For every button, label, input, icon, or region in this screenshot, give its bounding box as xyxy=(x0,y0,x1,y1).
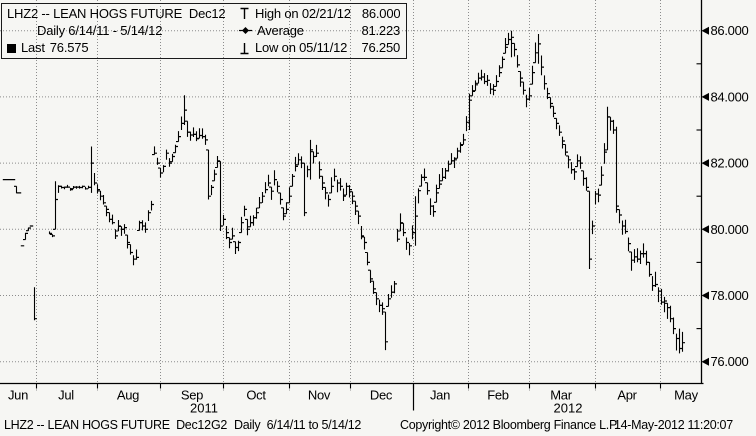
y-tick-arrow-icon xyxy=(701,291,709,300)
high-marker-icon xyxy=(239,7,250,20)
legend-subtitle-cell: Daily 6/14/11 - 5/14/12 xyxy=(7,22,239,39)
y-axis-labels: 86.000 84.000 82.000 80.000 78.000 76.000 xyxy=(701,23,749,369)
x-axis-year-label: 2011 xyxy=(190,401,218,416)
x-axis-year-label: 2012 xyxy=(554,401,583,416)
statusbar-instrument: LHZ2 -- LEAN HOGS FUTURE Dec12 xyxy=(4,418,211,432)
x-axis-month-label: Jun xyxy=(8,388,28,403)
axes xyxy=(0,0,704,389)
status-bar: LHZ2 -- LEAN HOGS FUTURE Dec12 G2 Daily … xyxy=(0,415,756,436)
bar-close-ticks xyxy=(2,36,685,350)
price-bars xyxy=(2,30,685,354)
statusbar-timestamp: 14-May-2012 11:20:07 xyxy=(614,418,733,432)
instrument-title: LHZ2 -- LEAN HOGS FUTURE Dec12 xyxy=(7,5,226,21)
statusbar-page-code: G2 xyxy=(211,418,228,432)
x-axis-month-label: Oct xyxy=(246,388,266,403)
y-tick-arrow-icon xyxy=(701,357,709,366)
legend-last-cell: Last 76.575 xyxy=(7,40,239,57)
legend-title-cell: LHZ2 -- LEAN HOGS FUTURE Dec12 xyxy=(7,5,239,22)
y-axis-price-label: 80.000 xyxy=(711,222,749,237)
legend-low-cell: Low on 05/11/12 76.250 xyxy=(239,40,400,57)
x-axis-month-label: Dec xyxy=(370,388,393,403)
high-value: 86.000 xyxy=(361,5,400,21)
y-tick-arrow-icon xyxy=(701,225,709,234)
y-axis-price-label: 76.000 xyxy=(711,354,749,369)
average-label: Average xyxy=(257,22,304,38)
average-value: 81.223 xyxy=(361,22,400,38)
last-marker-icon xyxy=(7,43,16,53)
last-value: 76.575 xyxy=(49,40,89,56)
statusbar-date-range: Daily 6/14/11 to 5/14/12 xyxy=(234,418,362,432)
low-value: 76.250 xyxy=(361,40,400,56)
y-tick-arrow-icon xyxy=(701,92,709,101)
high-label: High on 02/21/12 xyxy=(255,5,351,21)
y-axis-price-label: 86.000 xyxy=(711,23,749,38)
last-label: Last xyxy=(21,40,45,56)
x-axis-month-label: Aug xyxy=(117,388,139,403)
y-tick-arrow-icon xyxy=(701,159,709,168)
x-axis-labels: Jun Jul Aug Sep Oct Nov Dec Jan Feb Mar Apr May 2011… xyxy=(8,384,699,416)
x-axis-month-label: Nov xyxy=(308,388,331,403)
average-marker-icon xyxy=(239,26,252,35)
x-axis-month-label: Sep xyxy=(181,388,203,403)
x-axis-month-label: May xyxy=(674,388,698,403)
legend-average-cell: Average 81.223 xyxy=(239,22,400,39)
x-axis-month-label: Mar xyxy=(550,388,572,403)
chart-period: Daily 6/14/11 - 5/14/12 xyxy=(37,22,163,38)
statusbar-copyright: Copyright© 2012 Bloomberg Finance L.P. xyxy=(400,418,619,432)
y-axis-price-label: 78.000 xyxy=(711,288,749,303)
y-axis-price-label: 84.000 xyxy=(711,89,749,104)
x-axis-month-label: Apr xyxy=(617,388,637,403)
legend-high-cell: High on 02/21/12 86.000 xyxy=(239,5,400,22)
low-label: Low on 05/11/12 xyxy=(255,40,348,56)
low-marker-icon xyxy=(239,42,250,55)
x-axis-month-label: Jan xyxy=(430,388,450,403)
y-tick-arrow-icon xyxy=(701,26,709,35)
chart-legend[interactable]: LHZ2 -- LEAN HOGS FUTURE Dec12 High on 0… xyxy=(1,3,407,59)
y-axis-price-label: 82.000 xyxy=(711,156,749,171)
x-axis-month-label: Jul xyxy=(58,388,74,403)
x-axis-month-label: Feb xyxy=(487,388,509,403)
